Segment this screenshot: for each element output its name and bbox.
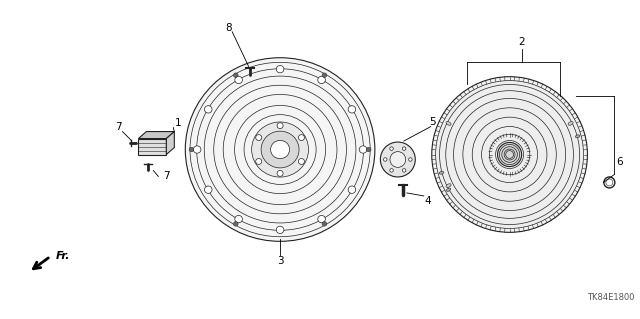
Ellipse shape bbox=[271, 140, 289, 159]
Ellipse shape bbox=[261, 131, 299, 168]
Ellipse shape bbox=[568, 122, 573, 125]
Ellipse shape bbox=[298, 159, 305, 164]
Ellipse shape bbox=[234, 222, 238, 226]
Text: TK84E1800: TK84E1800 bbox=[587, 293, 634, 302]
Ellipse shape bbox=[256, 159, 262, 164]
Circle shape bbox=[436, 81, 584, 228]
Ellipse shape bbox=[322, 73, 327, 78]
Ellipse shape bbox=[252, 122, 308, 177]
Text: 4: 4 bbox=[424, 196, 431, 206]
Ellipse shape bbox=[366, 147, 371, 152]
Ellipse shape bbox=[276, 65, 284, 73]
Circle shape bbox=[390, 169, 394, 172]
Text: 8: 8 bbox=[225, 23, 232, 33]
Polygon shape bbox=[166, 131, 174, 154]
Ellipse shape bbox=[276, 226, 284, 234]
Circle shape bbox=[403, 147, 406, 150]
Ellipse shape bbox=[575, 135, 580, 138]
Ellipse shape bbox=[189, 147, 194, 152]
Text: 5: 5 bbox=[429, 116, 436, 127]
Text: 3: 3 bbox=[276, 256, 284, 266]
Ellipse shape bbox=[235, 215, 243, 223]
Ellipse shape bbox=[348, 186, 356, 193]
Polygon shape bbox=[138, 131, 174, 138]
Ellipse shape bbox=[446, 122, 451, 125]
Ellipse shape bbox=[439, 171, 444, 174]
Circle shape bbox=[383, 158, 387, 161]
Ellipse shape bbox=[318, 215, 325, 223]
Ellipse shape bbox=[235, 76, 243, 84]
Ellipse shape bbox=[359, 146, 367, 153]
Ellipse shape bbox=[204, 186, 212, 193]
Text: Fr.: Fr. bbox=[56, 251, 70, 261]
Ellipse shape bbox=[298, 135, 305, 141]
Ellipse shape bbox=[348, 106, 356, 113]
Text: 1: 1 bbox=[175, 118, 182, 128]
Circle shape bbox=[390, 152, 406, 167]
Bar bbox=[138, 138, 166, 154]
Ellipse shape bbox=[322, 222, 327, 226]
Text: 2: 2 bbox=[518, 37, 525, 47]
Ellipse shape bbox=[318, 76, 325, 84]
Ellipse shape bbox=[277, 170, 283, 176]
Ellipse shape bbox=[234, 73, 238, 78]
Ellipse shape bbox=[447, 188, 451, 191]
Circle shape bbox=[403, 169, 406, 172]
Circle shape bbox=[390, 147, 394, 150]
Text: 6: 6 bbox=[616, 158, 623, 167]
Circle shape bbox=[497, 143, 522, 167]
Ellipse shape bbox=[204, 106, 212, 113]
Ellipse shape bbox=[193, 146, 201, 153]
Circle shape bbox=[409, 158, 412, 161]
Circle shape bbox=[432, 77, 588, 232]
Ellipse shape bbox=[186, 58, 375, 241]
Circle shape bbox=[380, 142, 415, 177]
Ellipse shape bbox=[256, 135, 262, 141]
Text: 7: 7 bbox=[163, 172, 170, 182]
Text: 7: 7 bbox=[115, 122, 122, 131]
Ellipse shape bbox=[446, 184, 451, 188]
Ellipse shape bbox=[277, 123, 283, 129]
